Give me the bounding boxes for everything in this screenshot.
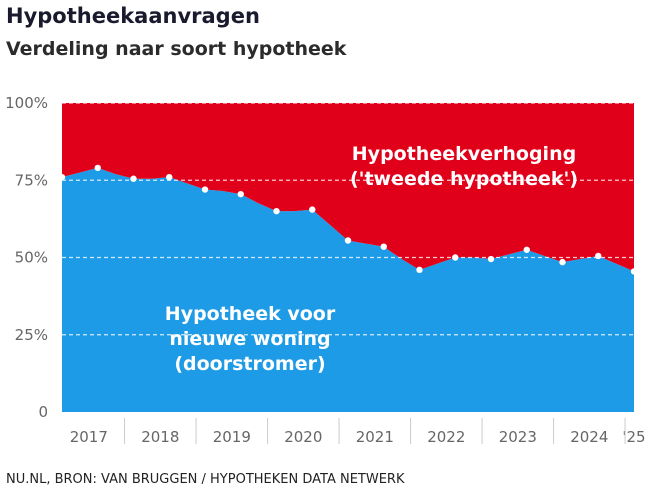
- y-tick-label: 50%: [15, 249, 48, 267]
- data-point: [344, 237, 352, 244]
- data-point: [487, 255, 495, 263]
- data-point: [380, 243, 387, 250]
- area-label: ('tweede hypotheek'): [350, 168, 578, 190]
- area-series-2: [62, 103, 634, 272]
- chart-title: Hypotheekaanvragen: [6, 4, 260, 28]
- data-point: [130, 175, 137, 182]
- data-point: [416, 266, 423, 274]
- area-label: Hypotheek voor: [165, 303, 336, 325]
- x-tick-label: 2021: [356, 428, 394, 446]
- x-tick-label: '25: [622, 428, 645, 446]
- y-tick-label: 75%: [15, 171, 48, 189]
- data-point: [201, 186, 209, 193]
- x-tick-label: 2024: [570, 428, 608, 446]
- area-label: Hypotheekverhoging: [352, 143, 576, 165]
- data-point: [559, 258, 566, 266]
- data-point: [94, 164, 101, 172]
- data-point: [273, 207, 280, 215]
- data-point: [630, 268, 638, 275]
- x-tick-label: 2022: [427, 428, 465, 446]
- data-point: [523, 246, 530, 253]
- y-tick-label: 0: [38, 403, 48, 421]
- y-tick-label: 100%: [5, 94, 48, 112]
- x-tick-label: 2023: [499, 428, 537, 446]
- y-tick-label: 25%: [15, 326, 48, 344]
- data-point: [309, 206, 316, 213]
- x-tick-label: 2019: [213, 428, 251, 446]
- x-tick-label: 2020: [284, 428, 322, 446]
- area-label: (doorstromer): [174, 353, 325, 375]
- chart-subtitle: Verdeling naar soort hypotheek: [6, 38, 347, 60]
- x-tick-label: 2018: [141, 428, 179, 446]
- data-point: [166, 173, 173, 181]
- data-point: [237, 190, 244, 198]
- data-point: [58, 173, 66, 181]
- area-label: nieuwe woning: [169, 328, 330, 350]
- x-tick-label: 2017: [70, 428, 108, 446]
- data-point: [452, 254, 459, 261]
- area-series-1: [62, 167, 634, 412]
- data-point: [595, 252, 602, 260]
- source-credit: NU.NL, BRON: VAN BRUGGEN / HYPOTHEKEN DA…: [6, 472, 405, 487]
